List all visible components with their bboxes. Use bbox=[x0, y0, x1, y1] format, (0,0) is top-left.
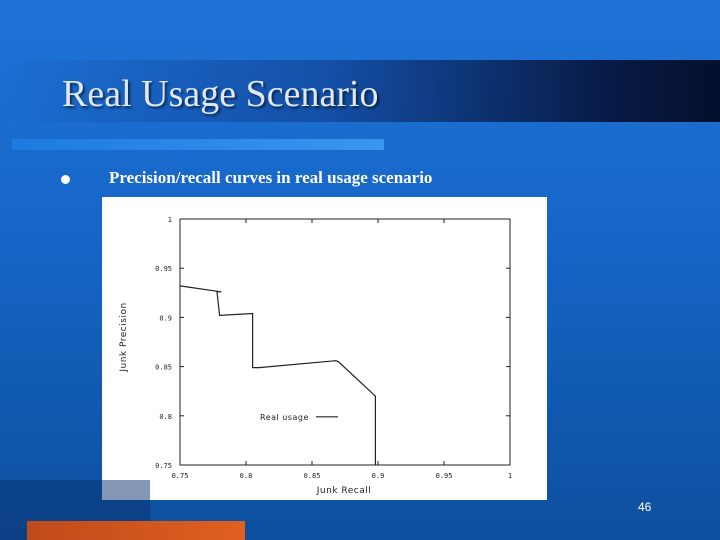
series-point bbox=[335, 360, 337, 362]
x-tick-label: 0.8 bbox=[240, 472, 253, 480]
x-tick-label: 0.95 bbox=[436, 472, 453, 480]
slide-title: Real Usage Scenario bbox=[62, 73, 379, 115]
bottom-accent-bar bbox=[27, 521, 245, 540]
series-line-0 bbox=[179, 285, 376, 465]
series-point bbox=[220, 291, 222, 293]
series-point bbox=[252, 366, 254, 369]
series-point bbox=[337, 361, 339, 363]
title-band bbox=[0, 60, 720, 122]
x-axis-label: Junk Recall bbox=[316, 486, 372, 496]
series-point bbox=[216, 291, 218, 293]
bullet-text: Precision/recall curves in real usage sc… bbox=[109, 168, 433, 187]
bullet-icon bbox=[61, 175, 70, 184]
page-number: 46 bbox=[638, 500, 652, 514]
x-tick-label: 0.9 bbox=[372, 472, 385, 480]
series-point bbox=[219, 314, 221, 317]
y-tick-label: 0.85 bbox=[155, 364, 172, 372]
x-tick-label: 0.75 bbox=[172, 472, 189, 480]
y-tick-label: 0.8 bbox=[159, 413, 172, 421]
chart: 0.75 0.8 0.85 0.9 0.95 1 0.75 0.8 0.85 0.9 0.95 1 R… bbox=[102, 197, 547, 500]
y-axis-label: Junk Precision bbox=[119, 302, 129, 372]
chart-svg: 0.75 0.8 0.85 0.9 0.95 1 0.75 0.8 0.85 0.9 0.95 1 R… bbox=[119, 216, 512, 496]
accent-bar bbox=[12, 139, 384, 150]
legend-label: Real usage bbox=[260, 413, 309, 422]
x-tick-label: 1 bbox=[508, 472, 512, 480]
y-tick-label: 0.9 bbox=[159, 314, 172, 322]
series-point bbox=[374, 464, 376, 466]
series-point bbox=[258, 366, 260, 369]
y-tick-label: 0.75 bbox=[155, 462, 172, 470]
y-tick-label: 1 bbox=[168, 216, 172, 224]
series-point bbox=[179, 285, 181, 287]
series-point bbox=[374, 395, 376, 397]
plot-frame bbox=[179, 218, 511, 466]
y-tick-label: 0.95 bbox=[155, 265, 172, 273]
series-point bbox=[252, 312, 254, 315]
x-tick-label: 0.85 bbox=[304, 472, 321, 480]
